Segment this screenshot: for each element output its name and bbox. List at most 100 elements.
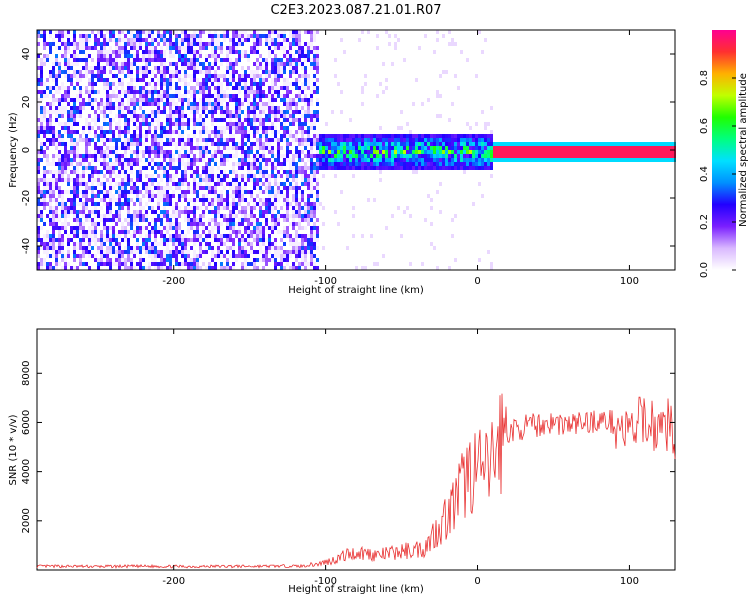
heatmap-cell: [523, 142, 526, 146]
heatmap-cell: [181, 146, 184, 150]
heatmap-cell: [40, 90, 43, 94]
heatmap-cell: [271, 170, 274, 174]
heatmap-cell: [139, 258, 142, 262]
heatmap-cell: [421, 134, 424, 138]
heatmap-cell: [109, 242, 112, 246]
heatmap-cell: [226, 30, 229, 34]
heatmap-cell: [556, 146, 559, 150]
heatmap-cell: [43, 262, 46, 266]
heatmap-cell: [82, 226, 85, 230]
heatmap-cell: [220, 178, 223, 182]
heatmap-cell: [352, 214, 355, 218]
heatmap-cell: [310, 162, 313, 166]
heatmap-cell: [106, 138, 109, 142]
heatmap-cell: [328, 162, 331, 166]
heatmap-cell: [295, 178, 298, 182]
heatmap-cell: [313, 226, 316, 230]
heatmap-cell: [199, 90, 202, 94]
heatmap-cell: [274, 118, 277, 122]
heatmap-cell: [178, 214, 181, 218]
heatmap-cell: [301, 234, 304, 238]
heatmap-cell: [262, 90, 265, 94]
heatmap-cell: [208, 198, 211, 202]
heatmap-cell: [172, 122, 175, 126]
heatmap-cell: [202, 126, 205, 130]
heatmap-cell: [115, 234, 118, 238]
heatmap-cell: [271, 202, 274, 206]
heatmap-cell: [400, 142, 403, 146]
heatmap-cell: [277, 250, 280, 254]
heatmap-cell: [145, 182, 148, 186]
heatmap-cell: [184, 70, 187, 74]
heatmap-cell: [172, 62, 175, 66]
heatmap-cell: [430, 198, 433, 202]
heatmap-cell: [223, 174, 226, 178]
heatmap-cell: [91, 254, 94, 258]
heatmap-cell: [139, 86, 142, 90]
heatmap-cell: [46, 250, 49, 254]
heatmap-cell: [316, 30, 319, 34]
heatmap-cell: [154, 86, 157, 90]
heatmap-cell: [346, 246, 349, 250]
heatmap-cell: [148, 178, 151, 182]
heatmap-cell: [436, 38, 439, 42]
heatmap-cell: [49, 102, 52, 106]
heatmap-cell: [463, 146, 466, 150]
heatmap-cell: [97, 102, 100, 106]
heatmap-cell: [76, 82, 79, 86]
heatmap-cell: [313, 86, 316, 90]
heatmap-cell: [160, 50, 163, 54]
heatmap-cell: [172, 70, 175, 74]
heatmap-cell: [55, 54, 58, 58]
heatmap-cell: [97, 30, 100, 34]
heatmap-cell: [202, 214, 205, 218]
heatmap-cell: [604, 142, 607, 146]
heatmap-cell: [142, 54, 145, 58]
heatmap-cell: [289, 118, 292, 122]
heatmap-cell: [298, 138, 301, 142]
heatmap-cell: [151, 86, 154, 90]
heatmap-cell: [232, 246, 235, 250]
heatmap-cell: [598, 154, 601, 158]
heatmap-cell: [235, 182, 238, 186]
heatmap-cell: [349, 162, 352, 166]
heatmap-cell: [421, 150, 424, 154]
heatmap-cell: [184, 82, 187, 86]
heatmap-cell: [634, 158, 637, 162]
heatmap-cell: [76, 146, 79, 150]
heatmap-cell: [151, 98, 154, 102]
heatmap-cell: [67, 118, 70, 122]
heatmap-cell: [352, 150, 355, 154]
heatmap-cell: [37, 162, 40, 166]
heatmap-cell: [169, 158, 172, 162]
heatmap-cell: [463, 166, 466, 170]
heatmap-cell: [178, 50, 181, 54]
heatmap-cell: [184, 50, 187, 54]
heatmap-cell: [136, 250, 139, 254]
heatmap-cell: [190, 74, 193, 78]
heatmap-cell: [232, 110, 235, 114]
heatmap-cell: [127, 182, 130, 186]
heatmap-cell: [163, 202, 166, 206]
heatmap-cell: [73, 258, 76, 262]
heatmap-cell: [226, 122, 229, 126]
heatmap-cell: [517, 158, 520, 162]
heatmap-cell: [79, 46, 82, 50]
heatmap-cell: [229, 246, 232, 250]
heatmap-cell: [301, 206, 304, 210]
heatmap-cell: [271, 110, 274, 114]
heatmap-cell: [157, 190, 160, 194]
heatmap-cell: [178, 234, 181, 238]
heatmap-cell: [265, 246, 268, 250]
heatmap-cell: [97, 238, 100, 242]
heatmap-cell: [205, 66, 208, 70]
heatmap-cell: [43, 46, 46, 50]
heatmap-cell: [238, 74, 241, 78]
heatmap-cell: [478, 138, 481, 142]
heatmap-cell: [295, 30, 298, 34]
heatmap-cell: [214, 38, 217, 42]
heatmap-cell: [64, 130, 67, 134]
heatmap-cell: [490, 266, 493, 270]
heatmap-cell: [274, 114, 277, 118]
heatmap-cell: [637, 158, 640, 162]
